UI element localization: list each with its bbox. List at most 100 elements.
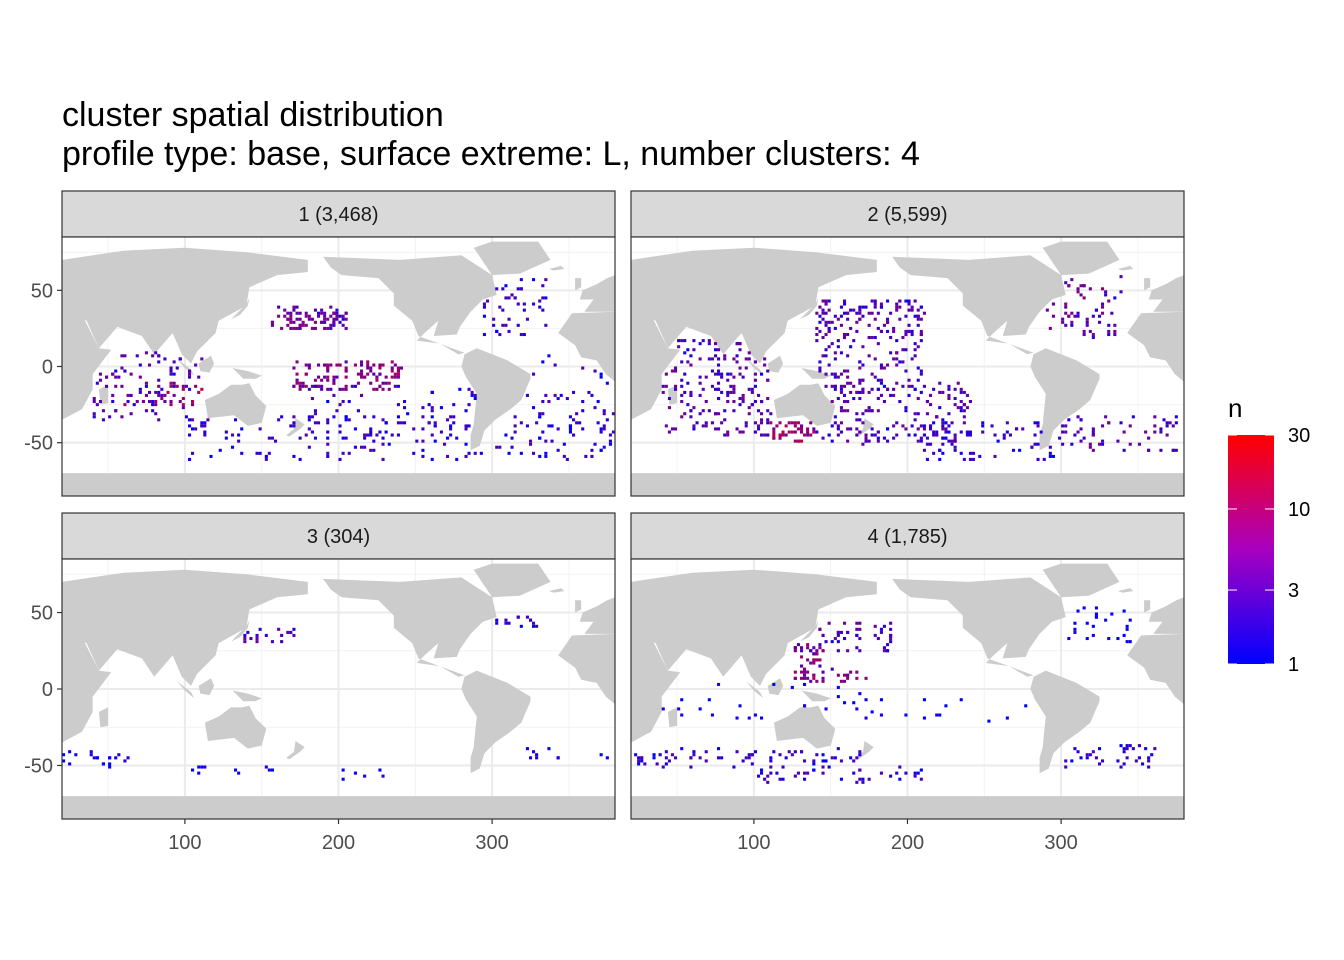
data-cell (978, 454, 982, 458)
data-cell (344, 375, 348, 379)
data-cell (298, 384, 302, 388)
land-polygon (579, 597, 615, 634)
data-cell (821, 311, 825, 315)
data-cell (224, 430, 228, 434)
data-cell (766, 409, 770, 413)
data-cell (858, 418, 862, 422)
data-cell (959, 451, 963, 455)
data-cell (824, 348, 828, 352)
data-cell (363, 433, 367, 437)
data-cell (772, 436, 776, 440)
data-cell (366, 363, 370, 367)
data-cell (396, 375, 400, 379)
data-cell (806, 658, 810, 662)
data-cell (292, 366, 296, 370)
legend-tick-label: 10 (1288, 499, 1310, 521)
data-cell (821, 679, 825, 683)
data-cell (157, 360, 161, 364)
land-polygon (1148, 597, 1184, 634)
data-cell (959, 698, 963, 702)
data-cell (421, 427, 425, 431)
data-cell (206, 418, 210, 422)
data-cell (126, 756, 130, 760)
data-cell (556, 756, 560, 760)
strip-background (61, 512, 616, 560)
data-cell (913, 314, 917, 318)
data-cell (824, 311, 828, 315)
data-cell (882, 436, 886, 440)
data-cell (329, 387, 333, 391)
data-cell (879, 363, 883, 367)
land-polygon (548, 588, 565, 593)
data-cell (793, 676, 797, 680)
data-cell (876, 342, 880, 346)
data-cell (280, 633, 284, 637)
data-cell (655, 762, 659, 766)
data-cell (237, 771, 241, 775)
data-cell (326, 430, 330, 434)
data-cell (738, 342, 742, 346)
data-cell (313, 436, 317, 440)
data-cell (381, 387, 385, 391)
data-cell (507, 296, 511, 300)
data-cell (439, 406, 443, 410)
data-cell (870, 311, 874, 315)
data-cell (680, 393, 684, 397)
data-cell (873, 299, 877, 303)
data-cell (326, 442, 330, 446)
data-cell (793, 670, 797, 674)
data-cell (766, 421, 770, 425)
data-cell (830, 400, 834, 404)
data-cell (157, 384, 161, 388)
data-cell (393, 384, 397, 388)
data-cell (525, 393, 529, 397)
data-cell (830, 424, 834, 428)
data-cell (529, 756, 533, 760)
data-cell (1174, 421, 1178, 425)
data-cell (95, 756, 99, 760)
data-cell (818, 658, 822, 662)
data-cell (363, 445, 367, 449)
data-cell (941, 451, 945, 455)
data-cell (800, 664, 804, 668)
land-polygon (801, 690, 831, 702)
data-cell (1113, 323, 1117, 327)
data-cell (347, 400, 351, 404)
data-cell (836, 695, 840, 699)
data-cell (532, 621, 536, 625)
data-cell (953, 433, 957, 437)
data-cell (821, 649, 825, 653)
data-cell (117, 753, 121, 757)
data-cell (1098, 747, 1102, 751)
data-cell (710, 357, 714, 361)
data-cell (843, 299, 847, 303)
data-cell (959, 406, 963, 410)
data-cell (1128, 618, 1132, 622)
data-cell (1125, 747, 1129, 751)
data-cell (264, 454, 268, 458)
data-cell (568, 430, 572, 434)
data-cell (568, 415, 572, 419)
data-cell (839, 777, 843, 781)
data-cell (698, 393, 702, 397)
data-cell (821, 759, 825, 763)
data-cell (144, 381, 148, 385)
data-cell (1085, 621, 1089, 625)
data-cell (148, 400, 152, 404)
data-cell (111, 393, 115, 397)
data-cell (602, 412, 606, 416)
data-cell (464, 409, 468, 413)
data-cell (326, 375, 330, 379)
data-cell (1076, 311, 1080, 315)
data-cell (479, 451, 483, 455)
data-cell (674, 369, 678, 373)
data-cell (916, 771, 920, 775)
data-cell (1119, 744, 1123, 748)
data-cell (255, 633, 259, 637)
data-cell (698, 357, 702, 361)
data-cell (1085, 753, 1089, 757)
data-cell (683, 351, 687, 355)
data-cell (602, 424, 606, 428)
data-cell (1036, 421, 1040, 425)
data-cell (732, 409, 736, 413)
